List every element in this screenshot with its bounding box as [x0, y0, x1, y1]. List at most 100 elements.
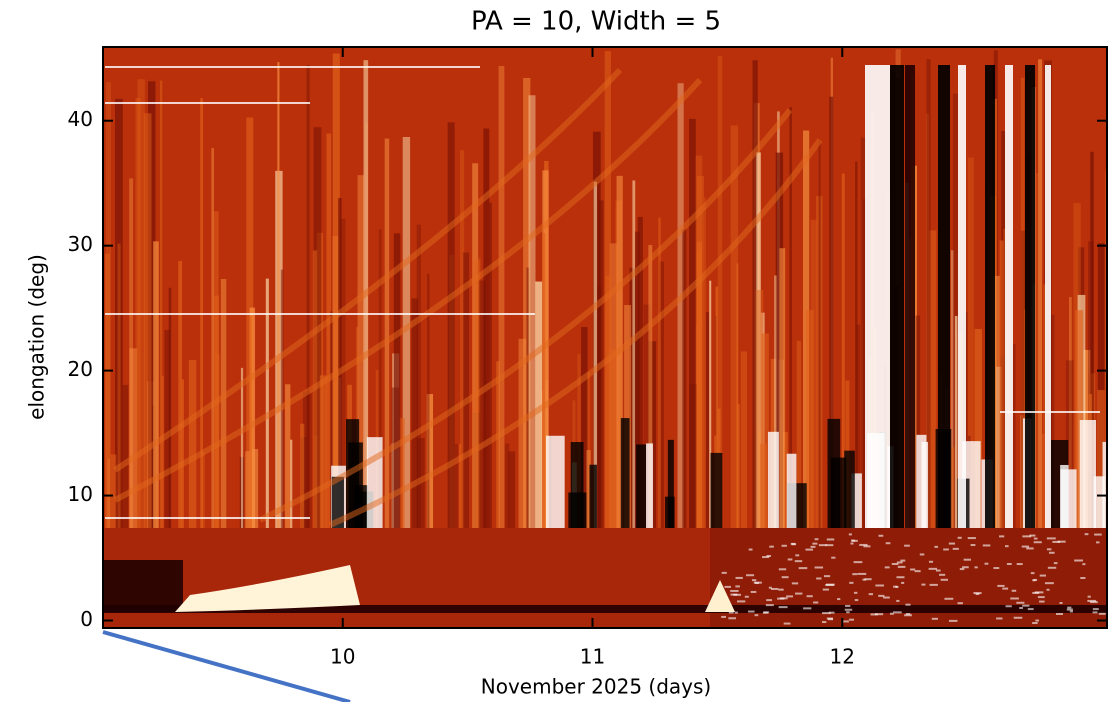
texture-speck: [1019, 606, 1023, 609]
texture-stripe: [306, 64, 310, 529]
texture-stripe: [689, 118, 696, 529]
texture-speck: [1005, 605, 1012, 608]
texture-speck: [944, 597, 954, 600]
texture-column: [938, 65, 950, 528]
texture-speck: [999, 535, 1005, 538]
texture-speck: [878, 594, 885, 597]
texture-speck: [870, 613, 878, 616]
texture-speck: [1027, 608, 1034, 611]
annotation-line: [102, 630, 351, 702]
texture-stripe: [659, 261, 664, 528]
texture-stripe: [705, 312, 710, 528]
texture-speck: [893, 585, 898, 588]
texture-stripe: [535, 281, 543, 528]
texture-stripe: [357, 175, 364, 528]
texture-speck: [822, 588, 829, 591]
texture-speck: [778, 588, 784, 591]
chart-title: PA = 10, Width = 5: [471, 7, 721, 37]
texture-stripe: [214, 295, 220, 528]
texture-stripe: [696, 241, 703, 529]
texture-speck: [948, 542, 956, 545]
texture-stripe: [643, 304, 651, 528]
texture-stripe: [609, 243, 618, 528]
x-axis-label: November 2025 (days): [481, 675, 711, 699]
texture-column: [865, 65, 890, 528]
texture-stripe: [612, 352, 620, 528]
texture-stripe: [709, 280, 712, 528]
texture-stripe: [181, 379, 185, 528]
heatmap: [103, 47, 1107, 628]
y-tick-label: 20: [68, 357, 93, 381]
texture-stripe: [411, 298, 419, 528]
texture-patch: [636, 444, 647, 528]
texture-speck: [982, 544, 991, 547]
x-tick-label: 11: [580, 645, 605, 669]
texture-stripe: [326, 133, 332, 528]
texture-streak: [113, 77, 703, 503]
texture-speck: [818, 544, 827, 547]
texture-stripe: [816, 195, 823, 529]
bright-blob: [175, 565, 360, 612]
texture-speck: [791, 543, 797, 546]
texture-speck: [1030, 572, 1035, 575]
texture-stripe: [458, 443, 462, 528]
texture-patch: [331, 476, 344, 528]
texture-stripe: [463, 252, 470, 528]
y-tick-label: 40: [68, 107, 93, 131]
texture-stripe: [775, 152, 784, 529]
texture-speck: [806, 595, 813, 598]
texture-speck: [900, 559, 906, 562]
texture-speck: [935, 569, 941, 572]
texture-stripe: [695, 155, 703, 528]
texture-speck: [1052, 540, 1061, 543]
texture-patch: [1093, 476, 1105, 528]
texture-speck: [844, 608, 853, 611]
texture-patch: [851, 473, 862, 528]
texture-speck: [795, 554, 800, 557]
texture-stripe: [624, 305, 632, 528]
texture-speck: [825, 544, 834, 547]
texture-speck: [878, 534, 884, 537]
texture-stripe: [967, 157, 974, 528]
texture-stripe: [300, 423, 305, 528]
texture-stripe: [416, 224, 422, 529]
texture-speck: [1022, 604, 1030, 607]
texture-speck: [768, 586, 772, 589]
texture-stripe: [518, 338, 527, 528]
texture-stripe: [1001, 130, 1007, 528]
texture-stripe: [161, 375, 164, 528]
texture-speck: [823, 575, 831, 578]
texture-stripe: [330, 311, 334, 528]
texture-stripe: [855, 161, 858, 528]
texture-stripe: [604, 50, 611, 529]
texture-speck: [862, 578, 867, 581]
texture-speck: [803, 607, 812, 610]
texture-stripe: [915, 315, 921, 528]
texture-streak: [258, 108, 793, 523]
texture-stripe: [586, 450, 591, 528]
texture-speck: [805, 548, 814, 551]
texture-speck: [1026, 547, 1034, 550]
texture-stripe: [717, 56, 723, 529]
texture-speck: [959, 568, 965, 571]
texture-stripe: [483, 128, 490, 528]
texture-speck: [957, 602, 963, 605]
texture-column: [958, 65, 966, 528]
texture-speck: [791, 582, 799, 585]
texture-speck: [831, 556, 836, 559]
texture-stripe: [593, 181, 598, 528]
texture-speck: [1022, 535, 1032, 538]
texture-stripe: [761, 333, 769, 528]
texture-speck: [1046, 537, 1056, 540]
y-tick-label: 30: [68, 232, 93, 256]
texture-stripe: [122, 384, 129, 528]
texture-speck: [921, 583, 926, 586]
y-tick-label: 0: [80, 607, 93, 631]
texture-stripe: [974, 328, 982, 528]
texture-speck: [766, 599, 773, 602]
texture-stripe: [658, 217, 661, 529]
texture-stripe: [841, 173, 845, 528]
texture-stripe: [117, 243, 121, 529]
texture-speck: [1034, 591, 1044, 594]
texture-speck: [828, 611, 835, 614]
